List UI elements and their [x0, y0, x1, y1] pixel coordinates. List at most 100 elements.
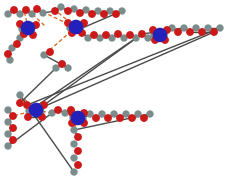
Point: [140, 33, 143, 36]
Point: [134, 36, 137, 40]
Point: [50, 112, 54, 115]
Point: [48, 50, 52, 53]
Point: [76, 136, 79, 139]
Point: [11, 126, 15, 129]
Point: [25, 104, 29, 107]
Point: [205, 26, 209, 29]
Point: [24, 9, 28, 12]
Point: [11, 139, 15, 142]
Point: [6, 121, 10, 124]
Point: [41, 12, 45, 15]
Point: [104, 33, 107, 36]
Point: [81, 118, 84, 121]
Point: [100, 112, 103, 115]
Point: [72, 156, 75, 160]
Point: [88, 112, 91, 115]
Point: [146, 36, 149, 40]
Point: [72, 129, 75, 132]
Point: [60, 63, 63, 66]
Point: [102, 12, 105, 15]
Point: [54, 67, 58, 70]
Point: [72, 170, 75, 174]
Point: [72, 8, 75, 11]
Point: [211, 30, 215, 33]
Point: [59, 5, 63, 9]
Point: [181, 26, 185, 29]
Point: [6, 108, 10, 112]
Point: [142, 116, 145, 119]
Point: [106, 116, 109, 119]
Point: [128, 33, 131, 36]
Point: [39, 111, 43, 114]
Point: [29, 29, 33, 32]
Point: [8, 58, 12, 61]
Point: [70, 112, 74, 115]
Point: [18, 22, 22, 26]
Point: [6, 132, 10, 136]
Point: [27, 109, 31, 112]
Point: [92, 33, 95, 36]
Point: [42, 53, 46, 57]
Point: [82, 22, 86, 25]
Point: [120, 9, 123, 12]
Point: [199, 30, 203, 33]
Point: [76, 149, 79, 153]
Point: [130, 116, 133, 119]
Point: [124, 112, 127, 115]
Point: [153, 39, 156, 42]
Point: [34, 108, 38, 112]
Point: [66, 22, 70, 25]
Point: [70, 122, 74, 125]
Point: [63, 112, 67, 115]
Point: [94, 116, 97, 119]
Point: [18, 36, 22, 40]
Point: [76, 116, 79, 119]
Point: [187, 30, 191, 33]
Point: [15, 43, 19, 46]
Point: [30, 12, 34, 15]
Point: [40, 115, 44, 119]
Point: [96, 9, 99, 12]
Point: [12, 9, 16, 12]
Point: [6, 144, 10, 147]
Point: [193, 26, 197, 29]
Point: [53, 9, 56, 12]
Point: [69, 108, 72, 112]
Point: [11, 115, 15, 118]
Point: [18, 101, 22, 105]
Point: [162, 39, 166, 42]
Point: [20, 27, 24, 30]
Point: [34, 23, 38, 26]
Point: [162, 34, 165, 37]
Point: [84, 9, 88, 12]
Point: [18, 94, 22, 97]
Point: [78, 12, 81, 15]
Point: [80, 32, 83, 35]
Point: [118, 116, 121, 119]
Point: [26, 26, 30, 29]
Point: [71, 116, 74, 119]
Point: [66, 67, 70, 70]
Point: [86, 36, 89, 40]
Point: [136, 112, 139, 115]
Point: [76, 163, 79, 167]
Point: [151, 29, 154, 32]
Point: [35, 8, 39, 11]
Point: [158, 33, 161, 36]
Point: [116, 33, 119, 36]
Point: [108, 9, 111, 12]
Point: [176, 30, 179, 33]
Point: [26, 115, 30, 119]
Point: [122, 36, 125, 40]
Point: [82, 112, 86, 115]
Point: [98, 36, 101, 40]
Point: [56, 108, 60, 112]
Point: [90, 12, 93, 15]
Point: [22, 33, 26, 36]
Point: [68, 26, 72, 29]
Point: [110, 36, 113, 40]
Point: [164, 29, 168, 32]
Point: [70, 32, 74, 35]
Point: [42, 104, 46, 107]
Point: [112, 112, 115, 115]
